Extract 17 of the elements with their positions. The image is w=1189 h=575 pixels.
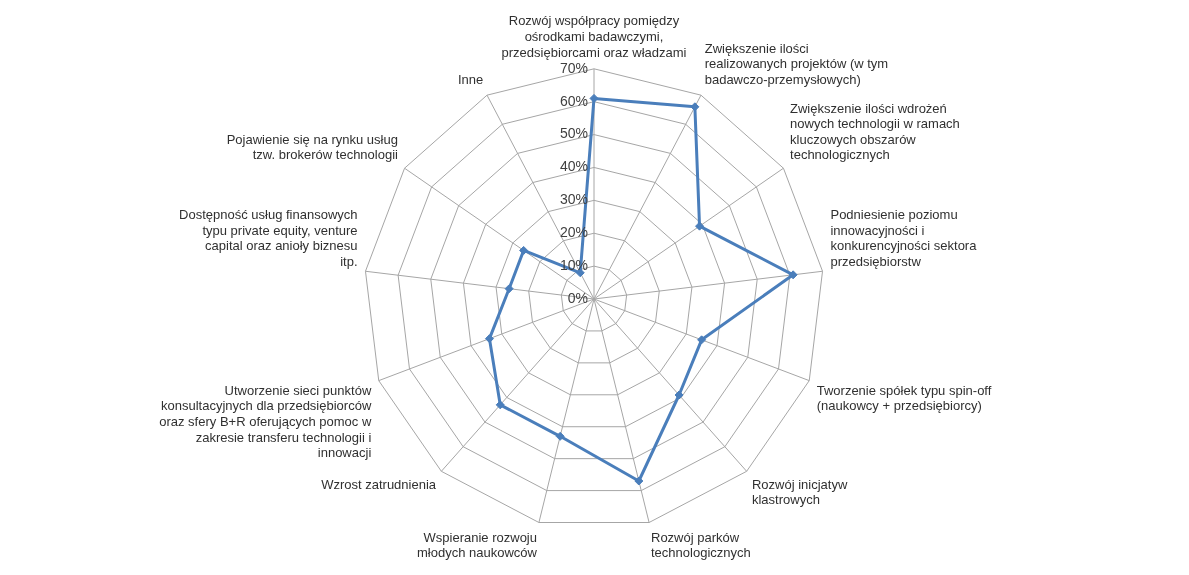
- y-tick-label: 70%: [559, 59, 588, 76]
- spoke-label: Pojawienie się na rynku usług tzw. brokerów technologii: [226, 131, 399, 163]
- spoke-label: Dostępność usług finansowych typu private equity, venture capital oraz anioły biznesu itp.: [179, 207, 358, 270]
- spoke-label: Utworzenie sieci punktów konsultacyjnych dla przedsiębiorców oraz sfery B+R oferujących pomoc w zakresie transferu technologii i innowacji: [159, 382, 372, 461]
- spoke-label: Zwiększenie ilości wdrożeń nowych technologii w ramach kluczowych obszarów technologicznych: [790, 100, 960, 163]
- spoke-label: Rozwój parków technologicznych: [651, 529, 751, 561]
- y-tick-label: 50%: [559, 125, 588, 142]
- spoke-label: Inne: [457, 71, 484, 87]
- spoke-label: Zwiększenie ilości realizowanych projektów (w tym badawczo-przemysłowych): [704, 40, 889, 87]
- y-tick-label: 0%: [567, 289, 588, 306]
- spoke-label: Rozwój inicjatyw klastrowych: [751, 476, 848, 508]
- spoke-label: Tworzenie spółek typu spin-off (naukowcy + przedsiębiorcy): [816, 382, 992, 414]
- spoke-label: Wspieranie rozwoju młodych naukowców: [417, 529, 538, 561]
- spoke-label: Wzrost zatrudnienia: [321, 476, 437, 492]
- spoke-label: Podniesienie poziomu innowacyjności i konkurencyjności sektora przedsiębiorstw: [830, 207, 978, 270]
- spoke-label: Rozwój współpracy pomiędzy ośrodkami badawczymi, przedsiębiorcami oraz władzami: [501, 13, 687, 60]
- y-tick-label: 60%: [559, 92, 588, 109]
